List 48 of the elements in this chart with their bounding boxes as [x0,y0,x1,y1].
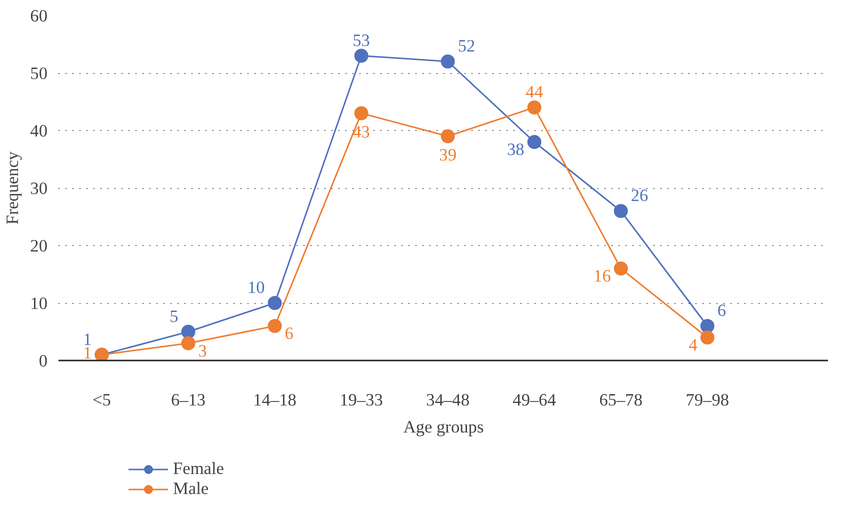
x-tick-label: 34–48 [426,390,470,410]
point [700,319,714,333]
data-label: 6 [284,324,294,343]
point [700,330,714,344]
legend-label: Female [173,459,224,479]
y-tick-label: 60 [30,6,48,26]
data-label: 53 [352,30,370,50]
x-tick-label: 65–78 [599,390,643,410]
point [440,54,455,68]
data-label: 52 [458,36,476,56]
data-label: 4 [688,336,698,354]
y-tick-label: 20 [30,236,48,256]
data-label: 1 [83,344,92,362]
point [268,296,282,310]
data-label: 43 [352,122,370,142]
x-tick-label: 19–33 [340,390,383,410]
data-label: 3 [198,341,207,360]
point [181,336,196,350]
data-label: 39 [439,145,456,164]
y-axis-title: Frequency [3,151,22,225]
y-tick-label: 10 [30,294,48,313]
point [614,204,628,218]
x-tick-label: 79–98 [686,390,730,410]
y-tick-label: 40 [30,122,48,140]
point [268,319,282,333]
data-label: 38 [507,140,524,159]
y-tick-label: 50 [30,64,48,83]
x-axis-title: Age groups [403,418,484,436]
data-label: 6 [717,301,726,320]
point [354,106,368,120]
point [440,129,455,144]
y-tick-label: 30 [30,179,48,198]
point [181,324,196,339]
x-tick-label: 6–13 [170,390,206,410]
data-label: 26 [630,186,649,205]
point [354,48,368,63]
point [614,262,628,276]
x-tick-label: 49–64 [512,390,556,410]
x-tick-label: 14–18 [253,390,296,410]
x-tick-label: <5 [92,390,111,410]
data-label: 5 [170,306,178,326]
data-label: 16 [594,266,612,286]
y-tick-label: 0 [38,352,48,370]
data-label: 10 [247,278,265,297]
point [527,135,542,149]
data-label: 44 [526,82,544,102]
legend-label: Male [173,479,209,499]
point [527,100,542,114]
